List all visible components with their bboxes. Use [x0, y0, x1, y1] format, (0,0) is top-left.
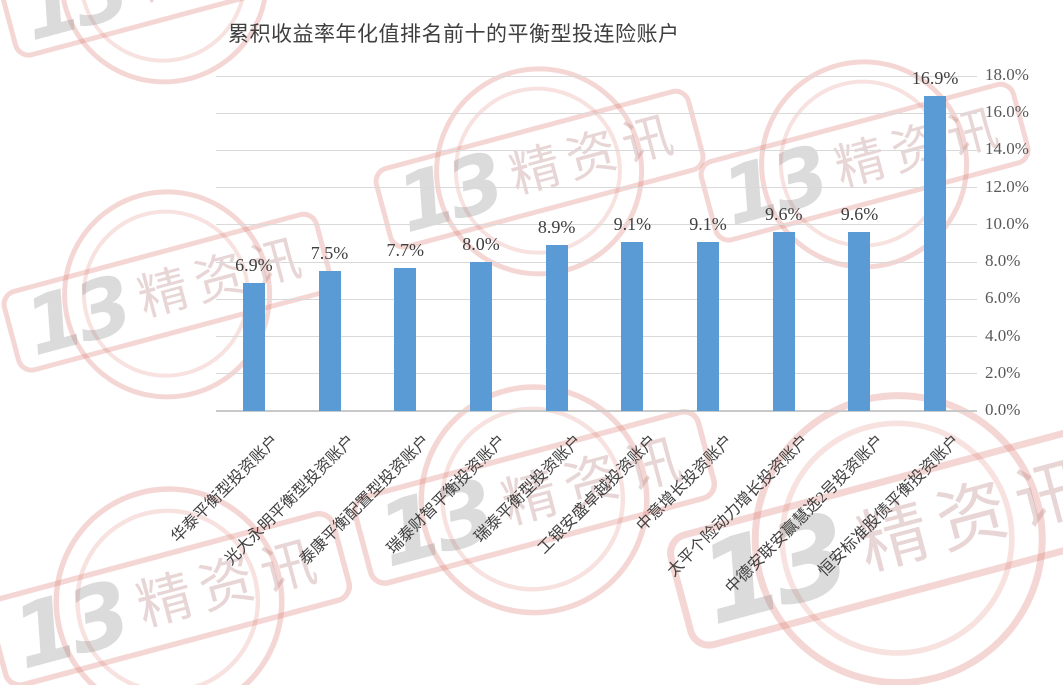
- y-axis-tick-label: 10.0%: [985, 213, 1029, 233]
- bar-value-label: 6.9%: [235, 254, 273, 275]
- y-axis-tick-label: 14.0%: [985, 139, 1029, 159]
- bar: [318, 271, 341, 411]
- y-axis-tick-label: 2.0%: [985, 362, 1021, 382]
- gridline: [216, 261, 977, 263]
- y-axis-tick-label: 6.0%: [985, 288, 1021, 308]
- bar: [621, 241, 644, 411]
- x-axis-line: [216, 410, 977, 412]
- y-axis-tick-label: 12.0%: [985, 176, 1029, 196]
- bar-value-label: 8.9%: [537, 217, 576, 238]
- chart-title: 累积收益率年化值排名前十的平衡型投连险账户: [228, 22, 680, 46]
- y-axis-tick-label: 16.0%: [985, 102, 1029, 122]
- y-axis-tick-label: 8.0%: [985, 251, 1021, 271]
- gridline: [216, 298, 977, 300]
- gridline: [216, 149, 977, 151]
- bar-value-label: 7.5%: [310, 243, 349, 264]
- bar: [394, 267, 417, 411]
- gridline: [216, 336, 977, 338]
- bar: [848, 232, 871, 411]
- y-axis-tick-label: 18.0%: [985, 65, 1029, 84]
- gridline: [216, 224, 977, 226]
- bar: [772, 232, 795, 411]
- x-axis-label: 泰康平衡配置型投资账户: [297, 432, 434, 569]
- bar-value-label: 7.7%: [386, 239, 425, 260]
- x-axis-label: 恒安标准股债平衡投资账户: [815, 432, 964, 581]
- bar: [545, 245, 568, 411]
- x-axis-label: 太平个险动力增长投资账户: [664, 432, 813, 581]
- gridline: [216, 112, 977, 114]
- bar-value-label: 16.9%: [911, 68, 959, 89]
- bar: [697, 241, 720, 411]
- bar: [242, 282, 265, 411]
- bar: [469, 262, 492, 411]
- bar-value-label: 9.6%: [765, 204, 803, 225]
- y-axis-tick-label: 4.0%: [985, 325, 1021, 345]
- bar-value-label: 9.1%: [689, 213, 727, 234]
- x-axis-label: 光大永明平衡型投资账户: [221, 432, 358, 569]
- bar: [924, 96, 947, 411]
- bar-value-label: 8.0%: [462, 234, 500, 255]
- y-axis-tick-label: 0.0%: [985, 400, 1021, 419]
- gridline: [216, 373, 977, 375]
- bar-value-label: 9.6%: [840, 204, 879, 225]
- gridline: [216, 187, 977, 189]
- bar-value-label: 9.1%: [613, 213, 652, 234]
- gridline: [216, 75, 977, 77]
